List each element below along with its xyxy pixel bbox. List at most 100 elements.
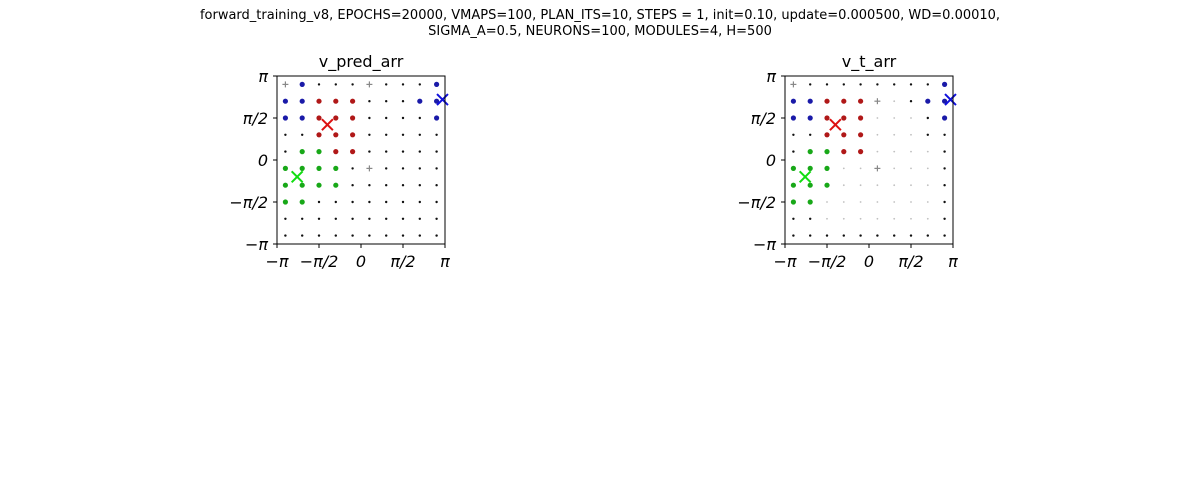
grid-point xyxy=(418,133,421,136)
grid-point xyxy=(418,150,421,153)
grid-point xyxy=(434,81,440,87)
grid-point xyxy=(284,133,287,136)
y-tick-label: 0 xyxy=(766,151,776,170)
grid-point xyxy=(368,150,371,153)
grid-point xyxy=(943,133,946,136)
grid-point xyxy=(334,83,337,86)
grid-point xyxy=(385,150,388,153)
grid-point xyxy=(351,200,354,204)
grid-point xyxy=(301,234,304,237)
grid-point xyxy=(807,199,813,205)
grid-point xyxy=(943,234,946,237)
grid-point xyxy=(893,100,896,103)
grid-point xyxy=(893,117,896,119)
grid-point xyxy=(434,115,440,121)
grid-point xyxy=(943,184,946,187)
grid-point xyxy=(909,234,913,237)
grid-point xyxy=(893,83,896,86)
chart-1: v_t_arr −π −π/2 0 π/2 π −π −π/2 0 π/2 π xyxy=(737,52,958,271)
grid-point xyxy=(316,149,322,155)
y-tick-label: π xyxy=(766,67,776,86)
grid-point xyxy=(910,201,912,203)
grid-point xyxy=(943,150,946,153)
grid-point xyxy=(824,182,830,188)
chart-0: v_pred_arr −π −π/2 0 π/2 π −π −π/2 0 π/2 π xyxy=(229,52,450,271)
marker-x-red xyxy=(829,118,842,131)
grid-point xyxy=(807,98,813,104)
grid-point xyxy=(333,98,339,104)
grid-point xyxy=(859,217,862,220)
grid-point xyxy=(859,184,862,187)
grid-point xyxy=(824,165,830,171)
grid-point xyxy=(351,167,354,170)
grid-point xyxy=(859,167,862,170)
grid-point xyxy=(792,234,795,237)
grid-point xyxy=(910,167,912,170)
grid-point xyxy=(282,199,288,205)
grid-point xyxy=(350,132,356,138)
grid-point xyxy=(842,83,845,86)
grid-point xyxy=(284,234,287,237)
grid-point xyxy=(401,116,405,120)
y-tick-label: −π/2 xyxy=(737,193,776,212)
grid-point xyxy=(368,234,371,237)
grid-point xyxy=(316,98,322,104)
grid-point xyxy=(301,217,304,220)
x-tick-label: π xyxy=(948,252,958,271)
grid-point xyxy=(790,98,797,104)
grid-point xyxy=(284,150,287,153)
y-tick-label: π/2 xyxy=(243,109,268,128)
grid-point xyxy=(790,199,797,205)
grid-point xyxy=(385,167,388,170)
grid-point xyxy=(333,165,339,171)
grid-point xyxy=(334,234,337,237)
grid-point xyxy=(435,200,438,204)
grid-point xyxy=(333,132,339,138)
grid-point xyxy=(333,182,339,188)
y-tick-label: π xyxy=(258,67,268,86)
grid-point xyxy=(842,167,845,170)
grid-point xyxy=(909,100,913,103)
grid-point xyxy=(859,201,862,203)
grid-point xyxy=(942,98,948,104)
grid-point xyxy=(792,150,795,153)
grid-point xyxy=(401,234,405,237)
grid-point xyxy=(910,217,912,220)
grid-point xyxy=(299,149,305,155)
grid-point xyxy=(841,149,847,155)
grid-point xyxy=(807,115,813,121)
grid-point xyxy=(385,217,388,220)
grid-point xyxy=(826,217,828,220)
grid-point xyxy=(943,200,946,204)
grid-point xyxy=(807,182,813,188)
grid-point xyxy=(401,150,405,153)
grid-point xyxy=(284,217,287,220)
grid-point xyxy=(858,132,864,138)
grid-point xyxy=(876,133,879,136)
grid-point xyxy=(418,116,421,120)
grid-point xyxy=(792,133,795,136)
grid-point xyxy=(417,98,423,104)
grid-point xyxy=(926,150,929,153)
grid-point xyxy=(351,83,354,86)
grid-point xyxy=(909,83,913,86)
grid-point xyxy=(299,81,305,87)
grid-point xyxy=(926,133,929,136)
grid-point xyxy=(317,200,321,204)
grid-point xyxy=(385,116,388,120)
grid-point xyxy=(809,217,812,220)
grid-point xyxy=(368,200,371,204)
grid-point xyxy=(385,184,388,187)
y-tick-label: 0 xyxy=(258,151,268,170)
y-tick-label: −π/2 xyxy=(229,193,268,212)
grid-point xyxy=(435,133,438,136)
grid-point xyxy=(893,150,896,153)
grid-point xyxy=(368,100,371,103)
grid-point xyxy=(926,201,929,203)
grid-point xyxy=(824,115,830,121)
grid-point xyxy=(926,184,929,187)
grid-point xyxy=(858,115,864,121)
grid-point xyxy=(351,234,354,237)
grid-point xyxy=(401,83,405,86)
